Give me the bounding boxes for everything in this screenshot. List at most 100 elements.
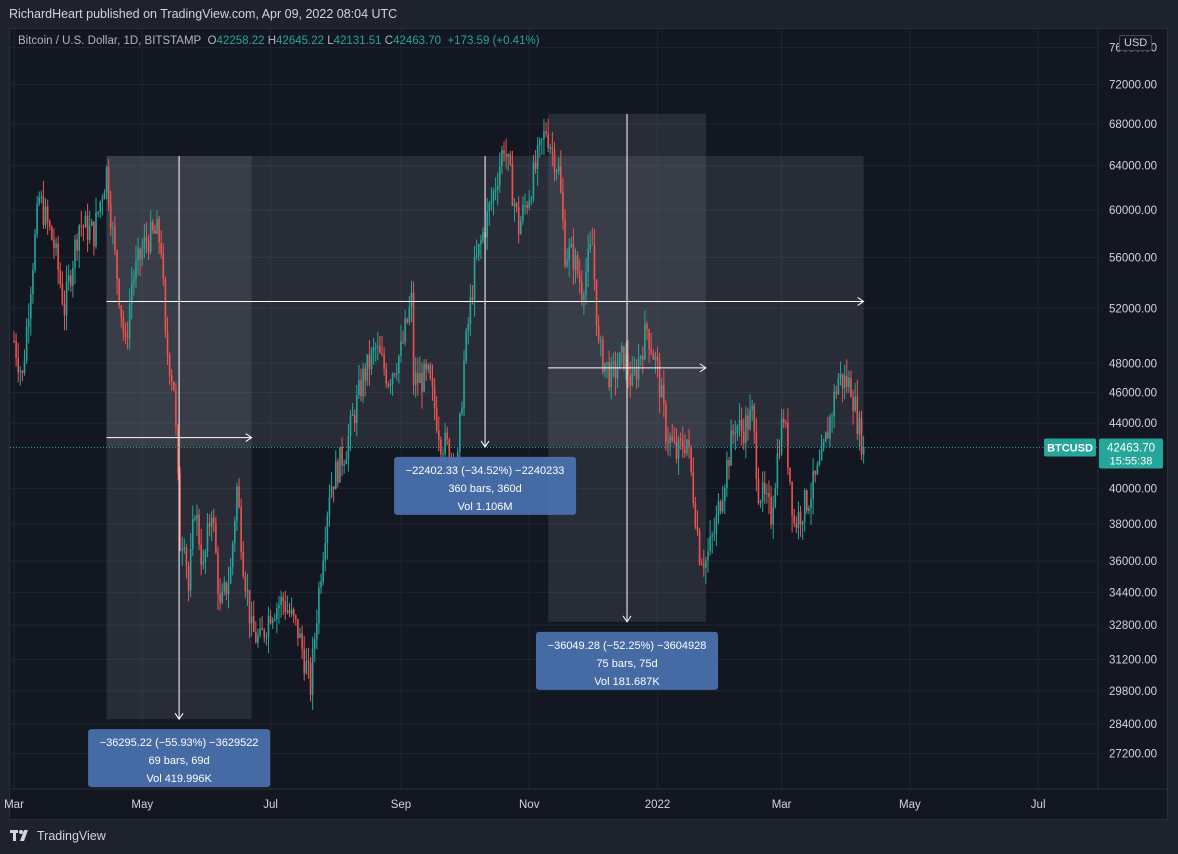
candle — [824, 431, 827, 443]
candle-body — [358, 380, 360, 395]
candle — [379, 335, 381, 354]
candle-body — [614, 361, 617, 379]
candle — [820, 434, 823, 461]
candle-body — [751, 406, 753, 410]
candle — [154, 224, 156, 234]
candle — [812, 458, 814, 515]
candle — [257, 628, 259, 648]
candle-body — [656, 356, 659, 361]
candle-body — [755, 431, 758, 479]
candle — [99, 200, 102, 219]
candle — [721, 485, 724, 514]
candle — [677, 435, 680, 475]
candle-body — [507, 153, 510, 157]
candle-body — [21, 371, 24, 373]
candle-body — [469, 297, 472, 325]
candle-body — [843, 375, 846, 388]
currency-button[interactable]: USD — [1119, 35, 1153, 51]
candle-body — [522, 205, 524, 221]
candle — [143, 224, 146, 259]
candle — [229, 557, 232, 585]
candle-body — [398, 355, 400, 374]
candle-body — [164, 279, 167, 332]
candle — [747, 407, 749, 441]
candle-body — [391, 374, 394, 384]
candle-body — [742, 431, 745, 443]
candle-body — [246, 590, 249, 592]
candle — [297, 618, 299, 646]
low-label: L — [327, 35, 334, 47]
candle — [854, 382, 856, 413]
candle-body — [15, 341, 17, 358]
candle-body — [492, 190, 495, 201]
price-tick-label: 29800.00 — [1109, 686, 1157, 698]
candle-body — [477, 244, 480, 256]
candle — [738, 403, 741, 437]
candle — [151, 218, 154, 234]
candle-body — [208, 523, 211, 527]
candle-body — [591, 244, 594, 246]
candle-body — [362, 368, 364, 397]
candle — [389, 379, 392, 395]
candle — [679, 432, 682, 450]
candle-body — [726, 459, 728, 489]
candle — [173, 381, 175, 392]
candle — [528, 189, 531, 211]
candle — [848, 370, 850, 394]
candle — [116, 249, 118, 295]
candle-body — [578, 274, 581, 284]
candle — [702, 549, 705, 577]
candle-body — [774, 487, 777, 508]
candle — [158, 215, 160, 254]
candle-body — [753, 406, 756, 432]
candle — [25, 318, 28, 364]
candle — [105, 165, 108, 200]
candle — [522, 196, 524, 225]
candle — [21, 369, 24, 382]
candle — [711, 531, 713, 554]
candle — [398, 354, 400, 384]
price-tick-label: 48000.00 — [1109, 358, 1157, 370]
candle-body — [194, 518, 196, 520]
candle — [446, 426, 449, 445]
candle-body — [686, 439, 688, 454]
candle — [15, 333, 17, 367]
candle — [856, 379, 859, 440]
candle-body — [299, 633, 301, 639]
candle-body — [313, 639, 316, 649]
candle-body — [524, 205, 526, 207]
candle — [745, 406, 747, 459]
candle — [806, 489, 808, 515]
candle-body — [292, 609, 295, 616]
candle-body — [827, 432, 829, 439]
candle — [320, 573, 322, 595]
candle-body — [515, 203, 518, 207]
candle-body — [675, 441, 678, 459]
candle-body — [646, 323, 648, 330]
candle-body — [305, 661, 308, 674]
candle-body — [27, 319, 30, 327]
candle-body — [715, 514, 718, 534]
candle — [246, 573, 249, 606]
candle-body — [766, 492, 768, 494]
candle — [589, 231, 592, 253]
candle — [76, 233, 78, 261]
candle-body — [528, 200, 531, 208]
candle-body — [200, 544, 202, 565]
candle — [353, 409, 356, 432]
candle — [364, 363, 367, 397]
candle — [566, 248, 568, 268]
tradingview-logo[interactable]: TradingView — [10, 829, 106, 843]
candle-body — [173, 381, 175, 391]
candle-body — [360, 380, 362, 397]
candle — [273, 613, 276, 622]
candle-body — [690, 446, 692, 472]
candle-body — [564, 219, 566, 266]
candle-body — [290, 609, 293, 614]
candle — [208, 513, 211, 537]
candle-body — [318, 587, 320, 624]
time-tick-label: Nov — [519, 799, 540, 811]
open-label: O — [207, 35, 217, 47]
horizontal-arrow-head — [857, 297, 865, 306]
